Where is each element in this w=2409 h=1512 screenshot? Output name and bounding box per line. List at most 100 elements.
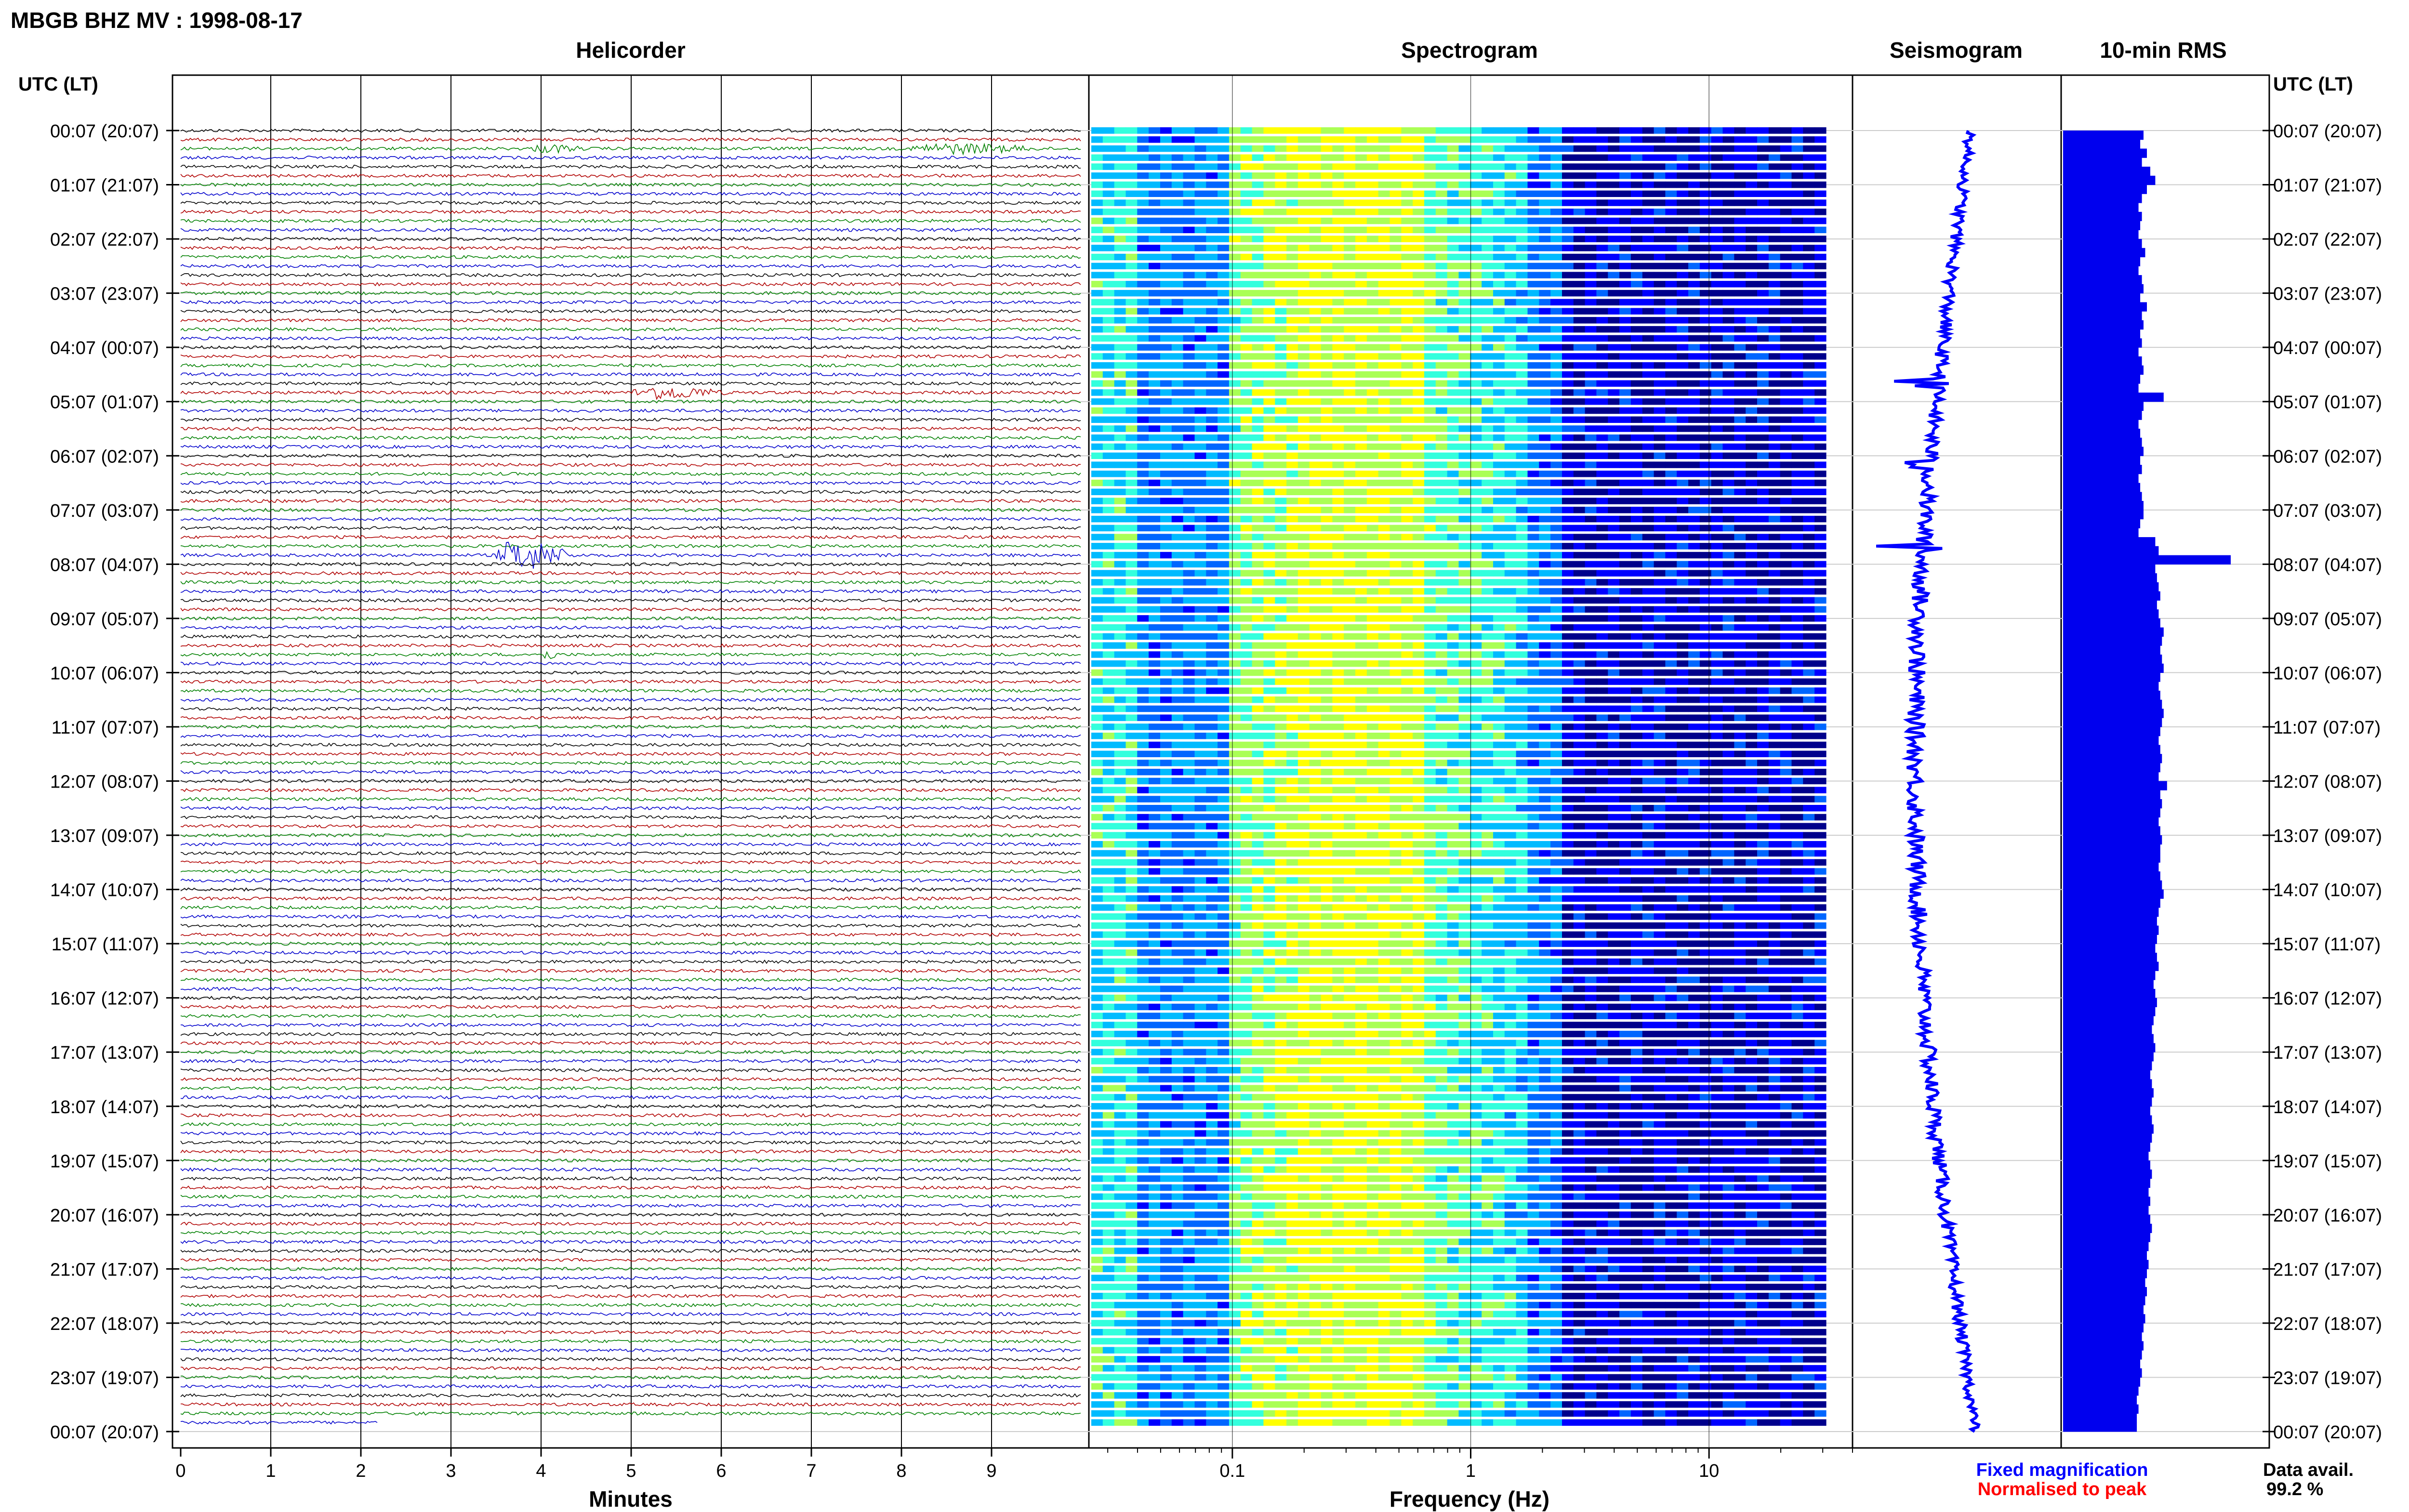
- spectrogram-cell: [1114, 642, 1126, 649]
- helicorder-trace-row: [180, 219, 1081, 224]
- spectrogram-cell: [1803, 615, 1815, 622]
- spectrogram-cell: [1183, 723, 1195, 730]
- spectrogram-cell: [1677, 651, 1689, 658]
- spectrogram-cell: [1401, 326, 1413, 333]
- helicorder-trace-row: [180, 1050, 1081, 1054]
- spectrogram-cell: [1171, 597, 1184, 604]
- spectrogram-cell: [1183, 326, 1195, 333]
- spectrogram-cell: [1711, 525, 1723, 532]
- spectrogram-cell: [1424, 588, 1436, 595]
- spectrogram-cell: [1424, 488, 1436, 495]
- spectrogram-cell: [1275, 669, 1287, 676]
- spectrogram-cell: [1654, 317, 1666, 324]
- spectrogram-cell: [1229, 525, 1241, 532]
- spectrogram-cell: [1378, 236, 1390, 242]
- helicorder-trace-row: [180, 914, 1081, 919]
- spectrogram-cell: [1194, 507, 1206, 513]
- spectrogram-cell: [1240, 760, 1253, 766]
- spectrogram-cell: [1746, 181, 1758, 188]
- spectrogram-cell: [1504, 353, 1517, 360]
- spectrogram-cell: [1527, 787, 1539, 793]
- spectrogram-cell: [1550, 344, 1562, 351]
- spectrogram-cell: [1665, 217, 1677, 224]
- spectrogram-cell: [1470, 588, 1482, 595]
- spectrogram-cell: [1630, 714, 1643, 721]
- spectrogram-cell: [1814, 353, 1827, 360]
- spectrogram-cell: [1378, 281, 1390, 288]
- spectrogram-cell: [1516, 588, 1528, 595]
- spectrogram-cell: [1630, 136, 1643, 143]
- spectrogram-cell: [1504, 606, 1517, 613]
- spectrogram-cell: [1240, 145, 1253, 152]
- spectrogram-cell: [1401, 687, 1413, 694]
- spectrogram-cell: [1608, 209, 1620, 215]
- spectrogram-cell: [1275, 425, 1287, 432]
- spectrogram-cell: [1677, 471, 1689, 477]
- spectrogram-cell: [1654, 525, 1666, 532]
- spectrogram-cell: [1596, 371, 1608, 378]
- spectrogram-cell: [1252, 579, 1264, 586]
- spectrogram-cell: [1309, 678, 1322, 685]
- spectrogram-cell: [1194, 561, 1206, 568]
- spectrogram-cell: [1102, 705, 1115, 712]
- spectrogram-cell: [1688, 777, 1700, 785]
- helicorder-trace-row: [180, 562, 1081, 566]
- spectrogram-cell: [1194, 335, 1206, 342]
- spectrogram-cell: [1482, 245, 1494, 251]
- spectrogram-cell: [1309, 136, 1322, 143]
- spectrogram-cell: [1803, 236, 1815, 242]
- spectrogram-cell: [1665, 687, 1677, 694]
- spectrogram-cell: [1527, 398, 1539, 405]
- spectrogram-cell: [1470, 570, 1482, 577]
- spectrogram-cell: [1780, 326, 1792, 333]
- spectrogram-cell: [1688, 217, 1700, 224]
- spectrogram-cell: [1757, 362, 1769, 369]
- helicorder-trace-row: [180, 227, 1081, 232]
- spectrogram-cell: [1149, 326, 1161, 333]
- spectrogram-cell: [1114, 281, 1126, 288]
- spectrogram-cell: [1619, 787, 1631, 793]
- spectrogram-cell: [1539, 714, 1551, 721]
- spectrogram-cell: [1470, 678, 1482, 685]
- spectrogram-cell: [1562, 217, 1574, 224]
- spectrogram-cell: [1160, 498, 1172, 504]
- spectrogram-cell: [1218, 452, 1230, 459]
- spectrogram-cell: [1470, 660, 1482, 667]
- spectrogram-cell: [1711, 696, 1723, 703]
- spectrogram-cell: [1539, 777, 1551, 785]
- spectrogram-cell: [1780, 606, 1792, 613]
- spectrogram-cell: [1366, 190, 1379, 197]
- spectrogram-cell: [1493, 488, 1505, 495]
- spectrogram-cell: [1149, 443, 1161, 450]
- spectrogram-cell: [1596, 172, 1608, 179]
- spectrogram-cell: [1263, 362, 1275, 369]
- spectrogram-cell: [1630, 606, 1643, 613]
- spectrogram-cell: [1114, 452, 1126, 459]
- spectrogram-cell: [1814, 687, 1827, 694]
- spectrogram-cell: [1149, 723, 1161, 730]
- spectrogram-cell: [1642, 687, 1655, 694]
- spectrogram-cell: [1585, 498, 1597, 504]
- spectrogram-cell: [1768, 777, 1781, 785]
- spectrogram-cell: [1722, 145, 1734, 152]
- spectrogram-cell: [1768, 561, 1781, 568]
- spectrogram-cell: [1630, 163, 1643, 170]
- spectrogram-cell: [1665, 416, 1677, 423]
- spectrogram-cell: [1218, 588, 1230, 595]
- spectrogram-cell: [1562, 263, 1574, 270]
- spectrogram-cell: [1206, 642, 1218, 649]
- spectrogram-cell: [1447, 741, 1459, 749]
- spectrogram-cell: [1482, 371, 1494, 378]
- spectrogram-cell: [1332, 263, 1344, 270]
- spectrogram-cell: [1619, 344, 1631, 351]
- spectrogram-cell: [1183, 606, 1195, 613]
- spectrogram-cell: [1229, 507, 1241, 513]
- spectrogram-cell: [1194, 236, 1206, 242]
- spectrogram-cell: [1171, 669, 1184, 676]
- spectrogram-cell: [1654, 597, 1666, 604]
- spectrogram-cell: [1447, 615, 1459, 622]
- spectrogram-cell: [1355, 525, 1367, 532]
- spectrogram-cell: [1630, 515, 1643, 523]
- spectrogram-cell: [1137, 407, 1149, 414]
- spectrogram-cell: [1194, 389, 1206, 396]
